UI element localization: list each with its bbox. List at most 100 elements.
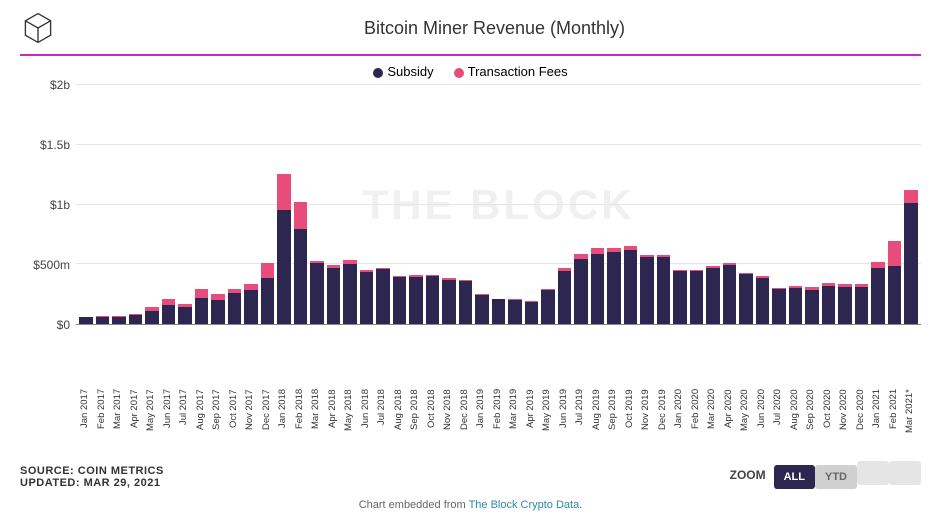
bar[interactable] xyxy=(294,202,308,324)
x-tick-label: Mar 2017 xyxy=(112,389,126,447)
bar[interactable] xyxy=(723,263,737,324)
legend-item[interactable]: Transaction Fees xyxy=(454,64,568,79)
bar[interactable] xyxy=(525,301,539,324)
x-tick-label: Mar 2020 xyxy=(706,389,720,447)
x-tick-label: Dec 2020 xyxy=(855,389,869,447)
bar[interactable] xyxy=(475,294,489,324)
bar[interactable] xyxy=(343,260,357,324)
bar[interactable] xyxy=(360,270,374,324)
x-tick-label: Sep 2018 xyxy=(409,389,423,447)
bar[interactable] xyxy=(195,289,209,324)
bar[interactable] xyxy=(393,276,407,324)
bar[interactable] xyxy=(409,275,423,324)
legend-label: Subsidy xyxy=(387,64,433,79)
bar[interactable] xyxy=(129,314,143,324)
legend: Subsidy Transaction Fees xyxy=(20,64,921,79)
bar[interactable] xyxy=(492,299,506,324)
embed-note: Chart embedded from The Block Crypto Dat… xyxy=(0,499,941,511)
bar-segment-subsidy xyxy=(376,269,390,324)
bar[interactable] xyxy=(591,248,605,324)
bar[interactable] xyxy=(871,262,885,324)
bars-container xyxy=(76,85,921,324)
bar[interactable] xyxy=(558,268,572,324)
zoom-button-blank[interactable] xyxy=(857,461,889,485)
bar[interactable] xyxy=(112,316,126,324)
x-tick-label: May 2018 xyxy=(343,389,357,447)
bar-segment-subsidy xyxy=(673,271,687,324)
zoom-label: ZOOM xyxy=(730,468,766,482)
embed-note-link[interactable]: The Block Crypto Data xyxy=(469,499,580,511)
bar[interactable] xyxy=(162,299,176,324)
x-tick-label: Aug 2017 xyxy=(195,389,209,447)
bar-segment-subsidy xyxy=(739,274,753,324)
bar[interactable] xyxy=(178,304,192,324)
zoom-button-all[interactable]: ALL xyxy=(774,465,815,489)
bar-segment-subsidy xyxy=(492,299,506,324)
bar[interactable] xyxy=(261,263,275,324)
legend-dot xyxy=(373,68,383,78)
chart-title: Bitcoin Miner Revenue (Monthly) xyxy=(68,18,921,39)
bar[interactable] xyxy=(822,283,836,324)
bar[interactable] xyxy=(310,261,324,324)
bar-segment-subsidy xyxy=(162,305,176,324)
x-tick-label: Aug 2019 xyxy=(591,389,605,447)
bar-segment-subsidy xyxy=(706,268,720,324)
bar[interactable] xyxy=(690,270,704,324)
bar[interactable] xyxy=(442,278,456,324)
zoom-button-ytd[interactable]: YTD xyxy=(815,465,857,489)
x-tick-label: Feb 2019 xyxy=(492,389,506,447)
bar[interactable] xyxy=(277,174,291,324)
bar[interactable] xyxy=(673,270,687,324)
bar-segment-subsidy xyxy=(871,268,885,324)
zoom-button-blank[interactable] xyxy=(889,461,921,485)
bar-segment-subsidy xyxy=(607,252,621,324)
bar[interactable] xyxy=(640,255,654,324)
bar-segment-subsidy xyxy=(558,271,572,324)
x-tick-label: Jun 2019 xyxy=(558,389,572,447)
bar[interactable] xyxy=(327,265,341,324)
legend-dot xyxy=(454,68,464,78)
bar-segment-subsidy xyxy=(409,277,423,324)
bar[interactable] xyxy=(904,190,918,324)
y-tick-label: $2b xyxy=(50,78,70,92)
bar-segment-fees xyxy=(888,241,902,266)
bar-segment-subsidy xyxy=(228,293,242,324)
bar[interactable] xyxy=(459,280,473,324)
bar[interactable] xyxy=(228,289,242,324)
bar[interactable] xyxy=(244,284,258,324)
bar[interactable] xyxy=(706,266,720,324)
y-tick-label: $1.5b xyxy=(40,138,70,152)
bar[interactable] xyxy=(756,276,770,324)
bar[interactable] xyxy=(508,299,522,324)
bar-segment-subsidy xyxy=(442,280,456,324)
bar[interactable] xyxy=(624,246,638,324)
bar[interactable] xyxy=(96,316,110,324)
bar[interactable] xyxy=(574,254,588,324)
bar[interactable] xyxy=(739,273,753,324)
bar[interactable] xyxy=(541,289,555,324)
x-tick-label: Sep 2020 xyxy=(805,389,819,447)
bar[interactable] xyxy=(79,317,93,324)
x-tick-label: Nov 2020 xyxy=(838,389,852,447)
x-tick-label: Apr 2017 xyxy=(129,389,143,447)
legend-item[interactable]: Subsidy xyxy=(373,64,433,79)
x-tick-label: Oct 2017 xyxy=(228,389,242,447)
bar-segment-subsidy xyxy=(657,257,671,324)
bar-segment-subsidy xyxy=(129,315,143,324)
bar[interactable] xyxy=(838,284,852,324)
bar[interactable] xyxy=(789,286,803,324)
bar[interactable] xyxy=(657,255,671,324)
bar[interactable] xyxy=(426,275,440,324)
bar[interactable] xyxy=(772,288,786,324)
bar[interactable] xyxy=(888,241,902,324)
bar[interactable] xyxy=(607,248,621,324)
bar[interactable] xyxy=(805,287,819,324)
meta-info: SOURCE: COIN METRICS UPDATED: MAR 29, 20… xyxy=(20,465,164,489)
bar-segment-subsidy xyxy=(805,290,819,324)
bar[interactable] xyxy=(855,284,869,324)
bar[interactable] xyxy=(211,294,225,324)
bar[interactable] xyxy=(145,307,159,324)
x-tick-label: Jan 2020 xyxy=(673,389,687,447)
bar[interactable] xyxy=(376,268,390,324)
zoom-controls: ZOOM ALLYTD xyxy=(730,461,921,489)
